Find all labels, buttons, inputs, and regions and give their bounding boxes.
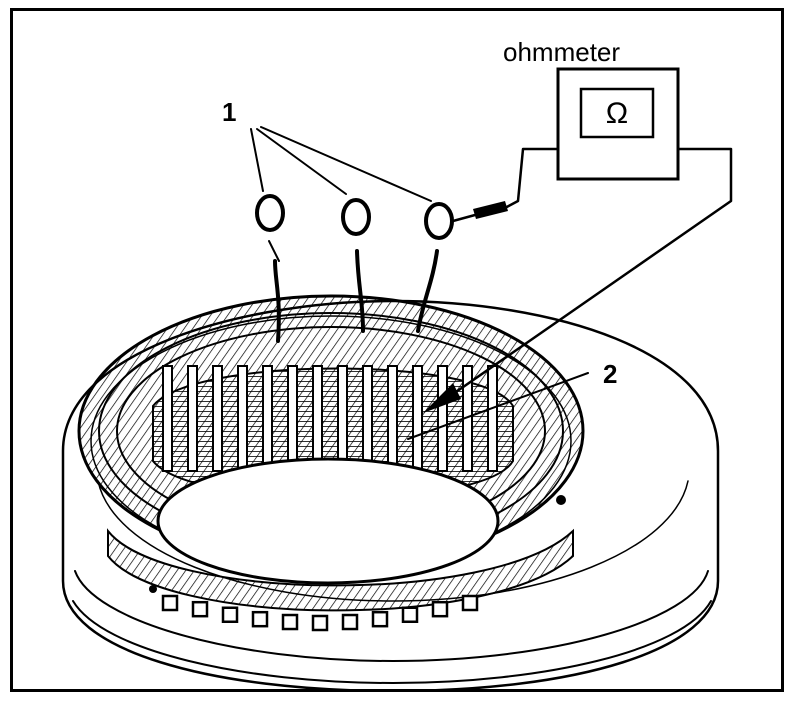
- ring-terminal-icon: [424, 202, 454, 240]
- ring-terminal-icon: [341, 198, 371, 236]
- core-slot: [337, 365, 348, 472]
- callout-1-leaders: [250, 126, 432, 202]
- slot-tooth: [341, 613, 359, 631]
- screw-icon: [556, 495, 566, 505]
- stator-lead-2: [341, 198, 371, 333]
- core-slot: [212, 365, 223, 472]
- slot-tooth: [161, 594, 179, 612]
- ohmmeter: Ω ohmmeter: [503, 37, 680, 181]
- slot-tooth: [401, 606, 419, 624]
- core-slot: [162, 365, 173, 472]
- core-slot: [312, 365, 323, 472]
- callout-2-leader: [407, 372, 589, 440]
- test-lead-terminal: [451, 147, 560, 223]
- slot-tooth: [431, 600, 449, 618]
- core-slot: [362, 365, 373, 472]
- core-slot: [187, 365, 198, 472]
- slot-tooth: [251, 610, 269, 628]
- core-slot: [412, 365, 423, 472]
- front-winding-bundle: [107, 528, 574, 612]
- core-slot: [387, 365, 398, 472]
- callout-1-label: 1: [222, 97, 236, 127]
- stator-bore: [156, 457, 500, 585]
- stator-lead-1: [255, 194, 285, 343]
- ohmmeter-label: ohmmeter: [503, 37, 620, 67]
- stator-diagram: 1 Ω ohmmeter 2: [61, 37, 733, 689]
- core-slot: [287, 365, 298, 472]
- slot-tooth: [371, 610, 389, 628]
- illustration-frame: 1 Ω ohmmeter 2: [10, 8, 784, 692]
- slot-tooth: [281, 613, 299, 631]
- core-slot: [262, 365, 273, 472]
- stator-leads: [255, 194, 454, 343]
- probe-tip-icon: [473, 201, 508, 219]
- stator-lead-3: [416, 202, 454, 333]
- core-slot: [437, 365, 448, 472]
- slot-tooth: [221, 606, 239, 624]
- slot-tooth: [191, 600, 209, 618]
- slot-tooth: [461, 594, 479, 612]
- meter-display: [579, 87, 655, 139]
- slot-teeth: [161, 594, 479, 632]
- probe-arrow-icon: [423, 383, 461, 413]
- callout-2-label: 2: [603, 359, 617, 389]
- ring-terminal-icon: [255, 194, 285, 232]
- screw-icon: [149, 585, 157, 593]
- slot-tooth: [311, 614, 329, 632]
- core-slot: [487, 365, 498, 472]
- core-slot: [237, 365, 248, 472]
- ohm-symbol-icon: Ω: [606, 97, 628, 130]
- test-lead-core: [423, 147, 733, 413]
